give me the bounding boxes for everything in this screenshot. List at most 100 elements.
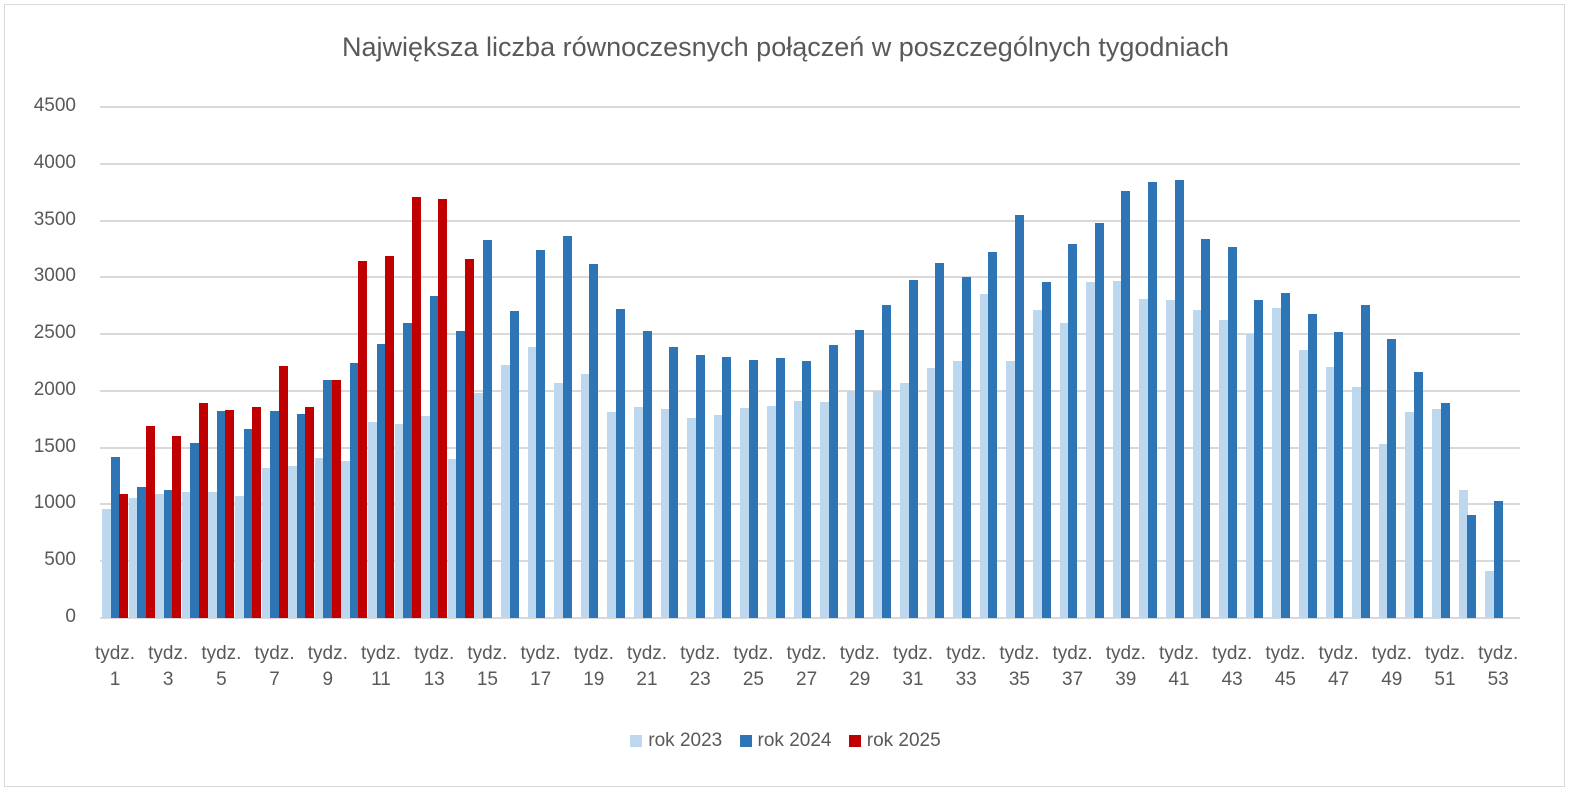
bar[interactable] bbox=[1086, 281, 1096, 618]
bar[interactable] bbox=[110, 456, 120, 618]
bar[interactable] bbox=[181, 491, 191, 618]
bar[interactable] bbox=[172, 436, 182, 618]
bar[interactable] bbox=[1068, 244, 1078, 618]
bar[interactable] bbox=[1254, 300, 1264, 618]
bar[interactable] bbox=[607, 412, 617, 618]
bar[interactable] bbox=[198, 403, 208, 618]
bar[interactable] bbox=[368, 421, 377, 618]
bar[interactable] bbox=[828, 345, 838, 618]
bar[interactable] bbox=[1166, 300, 1175, 618]
bar[interactable] bbox=[1201, 238, 1211, 618]
bar[interactable] bbox=[331, 379, 341, 618]
bar[interactable] bbox=[482, 239, 492, 618]
bar[interactable] bbox=[358, 261, 368, 618]
bar[interactable] bbox=[190, 443, 200, 618]
bar[interactable] bbox=[296, 413, 306, 618]
bar[interactable] bbox=[474, 393, 484, 618]
bar[interactable] bbox=[562, 236, 572, 618]
bar[interactable] bbox=[695, 354, 705, 618]
bar[interactable] bbox=[128, 497, 138, 618]
bar[interactable] bbox=[767, 405, 776, 618]
bar[interactable] bbox=[1334, 331, 1344, 618]
bar[interactable] bbox=[403, 322, 413, 618]
legend-item-2025[interactable]: rok 2025 bbox=[848, 730, 941, 752]
bar[interactable] bbox=[1227, 246, 1237, 618]
bar[interactable] bbox=[1094, 222, 1104, 618]
bar[interactable] bbox=[642, 330, 652, 618]
bar[interactable] bbox=[429, 295, 439, 618]
bar[interactable] bbox=[1139, 298, 1149, 618]
bar[interactable] bbox=[1387, 338, 1397, 618]
bar[interactable] bbox=[615, 309, 625, 618]
bar[interactable] bbox=[1485, 571, 1495, 618]
bar[interactable] bbox=[988, 252, 998, 618]
bar[interactable] bbox=[1147, 181, 1157, 618]
bar[interactable] bbox=[722, 356, 732, 618]
bar[interactable] bbox=[225, 410, 235, 618]
bar[interactable] bbox=[323, 379, 333, 618]
bar[interactable] bbox=[873, 390, 883, 618]
legend-item-2024[interactable]: rok 2024 bbox=[739, 730, 831, 752]
bar[interactable] bbox=[208, 491, 218, 618]
bar[interactable] bbox=[713, 414, 723, 618]
bar[interactable] bbox=[349, 362, 359, 618]
bar[interactable] bbox=[1014, 214, 1024, 618]
bar[interactable] bbox=[1006, 361, 1016, 618]
bar[interactable] bbox=[1307, 313, 1317, 618]
bar[interactable] bbox=[979, 294, 989, 618]
legend-item-2023[interactable]: rok 2023 bbox=[630, 730, 722, 752]
bar[interactable] bbox=[748, 360, 758, 618]
bar[interactable] bbox=[305, 406, 315, 618]
bar[interactable] bbox=[935, 262, 945, 618]
bar[interactable] bbox=[1440, 403, 1450, 618]
bar[interactable] bbox=[740, 407, 750, 618]
bar[interactable] bbox=[235, 496, 244, 618]
bar[interactable] bbox=[243, 429, 253, 618]
bar[interactable] bbox=[1413, 371, 1423, 618]
bar[interactable] bbox=[411, 196, 421, 618]
bar[interactable] bbox=[1112, 280, 1122, 618]
bar[interactable] bbox=[793, 401, 803, 618]
bar[interactable] bbox=[341, 461, 351, 618]
bar[interactable] bbox=[102, 508, 111, 618]
bar[interactable] bbox=[501, 364, 510, 618]
bar[interactable] bbox=[145, 426, 155, 618]
bar[interactable] bbox=[137, 487, 147, 618]
bar[interactable] bbox=[1272, 307, 1282, 618]
bar[interactable] bbox=[1041, 281, 1051, 618]
bar[interactable] bbox=[900, 382, 909, 618]
bar[interactable] bbox=[270, 411, 280, 618]
bar[interactable] bbox=[509, 311, 519, 618]
bar[interactable] bbox=[252, 406, 261, 618]
bar[interactable] bbox=[261, 468, 271, 618]
bar[interactable] bbox=[163, 489, 173, 618]
bar[interactable] bbox=[536, 250, 546, 618]
bar[interactable] bbox=[580, 373, 590, 618]
bar[interactable] bbox=[855, 329, 865, 618]
bar[interactable] bbox=[881, 304, 891, 618]
bar[interactable] bbox=[634, 406, 643, 618]
bar[interactable] bbox=[669, 346, 679, 618]
bar[interactable] bbox=[1432, 409, 1441, 618]
bar[interactable] bbox=[846, 390, 856, 618]
bar[interactable] bbox=[1360, 304, 1370, 618]
bar[interactable] bbox=[1458, 489, 1468, 618]
bar[interactable] bbox=[288, 465, 298, 618]
bar[interactable] bbox=[1033, 310, 1042, 618]
bar[interactable] bbox=[1493, 501, 1503, 618]
bar[interactable] bbox=[216, 411, 226, 618]
bar[interactable] bbox=[1174, 179, 1184, 618]
bar[interactable] bbox=[314, 457, 324, 618]
bar[interactable] bbox=[1325, 367, 1335, 618]
bar[interactable] bbox=[1405, 412, 1415, 618]
bar[interactable] bbox=[1059, 322, 1069, 618]
bar[interactable] bbox=[908, 279, 918, 618]
bar[interactable] bbox=[802, 361, 812, 618]
bar[interactable] bbox=[278, 365, 288, 618]
bar[interactable] bbox=[527, 346, 537, 618]
bar[interactable] bbox=[394, 423, 404, 618]
bar[interactable] bbox=[421, 415, 431, 618]
bar[interactable] bbox=[1299, 350, 1308, 618]
bar[interactable] bbox=[1378, 444, 1388, 618]
bar[interactable] bbox=[385, 255, 394, 618]
